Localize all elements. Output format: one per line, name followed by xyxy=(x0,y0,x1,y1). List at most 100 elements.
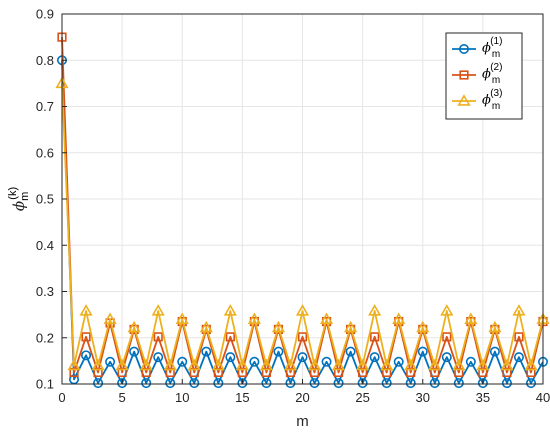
x-tick-label: 40 xyxy=(536,390,550,405)
legend-label: ϕm (3) xyxy=(482,88,502,112)
x-tick-label: 10 xyxy=(175,390,189,405)
legend-label-symbol: ϕ xyxy=(482,41,491,56)
legend-label: ϕm (1) xyxy=(482,36,502,60)
data-point-marker xyxy=(512,304,526,316)
y-tick-label: 0.5 xyxy=(36,192,54,207)
series-layer xyxy=(55,32,550,389)
legend-swatch-marker xyxy=(457,94,471,106)
y-axis-label: ϕm(k) xyxy=(7,187,31,211)
legend-label-sub: m xyxy=(492,75,500,86)
data-point-marker xyxy=(79,304,93,316)
legend-label-symbol: ϕ xyxy=(482,93,491,108)
y-tick-label: 0.6 xyxy=(36,145,54,160)
data-point-marker xyxy=(464,312,478,324)
y-tick-label: 0.9 xyxy=(36,7,54,22)
data-point-marker xyxy=(247,312,261,324)
x-tick-label: 5 xyxy=(119,390,126,405)
x-tick-label: 30 xyxy=(416,390,430,405)
legend-label-sup: (2) xyxy=(490,62,502,73)
data-point-marker xyxy=(441,352,452,363)
data-point-marker xyxy=(93,378,104,389)
data-point-marker xyxy=(117,378,128,389)
data-point-marker xyxy=(356,358,370,371)
data-point-marker xyxy=(524,358,538,371)
x-axis-label: m xyxy=(296,413,309,430)
data-point-marker xyxy=(333,378,344,389)
data-point-marker xyxy=(345,346,356,357)
data-point-marker xyxy=(393,356,404,367)
data-point-marker xyxy=(237,378,248,389)
data-point-marker xyxy=(175,312,189,324)
x-tick-label: 25 xyxy=(355,390,369,405)
data-point-marker xyxy=(392,312,406,324)
data-point-marker xyxy=(344,320,358,333)
y-tick-label: 0.8 xyxy=(36,53,54,68)
data-point-marker xyxy=(452,358,466,371)
data-point-marker xyxy=(476,358,490,371)
data-point-marker xyxy=(225,352,236,363)
data-point-marker xyxy=(211,358,225,371)
data-point-marker xyxy=(297,332,308,342)
data-point-marker xyxy=(368,304,382,316)
data-point-marker xyxy=(297,352,308,363)
legend-label-sub: m xyxy=(492,49,500,60)
data-point-marker xyxy=(129,346,140,357)
series-3 xyxy=(55,76,550,371)
data-point-marker xyxy=(153,352,164,363)
legend-item: ϕm (2) xyxy=(452,62,502,86)
data-point-marker xyxy=(213,378,224,389)
data-point-marker xyxy=(225,332,235,342)
x-tick-label: 20 xyxy=(295,390,309,405)
data-point-marker xyxy=(440,304,454,316)
data-point-marker xyxy=(273,346,284,357)
data-point-marker xyxy=(465,356,476,367)
data-point-marker xyxy=(331,358,346,371)
data-point-marker xyxy=(319,312,334,324)
legend-swatch-marker xyxy=(459,70,469,80)
data-point-marker xyxy=(477,378,488,389)
legend: ϕm(1)ϕm(2)ϕm(3) xyxy=(445,32,523,120)
data-point-marker xyxy=(369,352,380,363)
series-line xyxy=(61,37,544,374)
data-point-marker xyxy=(201,346,212,357)
data-point-marker xyxy=(189,378,200,389)
data-point-marker xyxy=(139,358,153,371)
data-point-marker xyxy=(295,304,310,316)
data-point-marker xyxy=(177,356,188,367)
y-tick-label: 0.1 xyxy=(36,377,54,392)
legend-label-symbol: ϕ xyxy=(482,67,491,82)
x-tick-label: 15 xyxy=(235,390,249,405)
data-point-marker xyxy=(141,378,152,389)
data-point-marker xyxy=(309,378,320,389)
data-point-marker xyxy=(489,346,500,357)
data-point-marker xyxy=(514,332,524,342)
data-point-marker xyxy=(405,378,416,389)
y-tick-label: 0.3 xyxy=(36,284,54,299)
data-point-marker xyxy=(357,378,368,389)
x-tick-label: 0 xyxy=(58,390,65,405)
data-point-marker xyxy=(429,378,440,389)
data-point-marker xyxy=(380,358,394,371)
data-point-marker xyxy=(321,356,332,367)
data-point-marker xyxy=(370,332,380,342)
data-point-marker xyxy=(151,304,165,316)
data-point-marker xyxy=(416,320,430,333)
data-point-marker xyxy=(91,358,105,371)
data-point-marker xyxy=(153,332,163,342)
legend-label-sup: (1) xyxy=(490,36,502,47)
data-point-marker xyxy=(525,378,536,389)
data-point-marker xyxy=(163,358,177,371)
data-point-marker xyxy=(417,346,428,357)
data-point-marker xyxy=(453,378,464,389)
y-tick-label: 0.2 xyxy=(36,330,54,345)
data-point-marker xyxy=(105,356,116,367)
data-point-marker xyxy=(67,358,81,371)
data-point-marker xyxy=(81,350,92,361)
data-point-marker xyxy=(127,320,141,333)
data-point-marker xyxy=(381,378,392,389)
y-tick-label: 0.7 xyxy=(36,99,54,114)
data-point-marker xyxy=(283,358,298,371)
y-axis-label-symbol: ϕ xyxy=(10,201,28,211)
data-point-marker xyxy=(235,358,249,371)
